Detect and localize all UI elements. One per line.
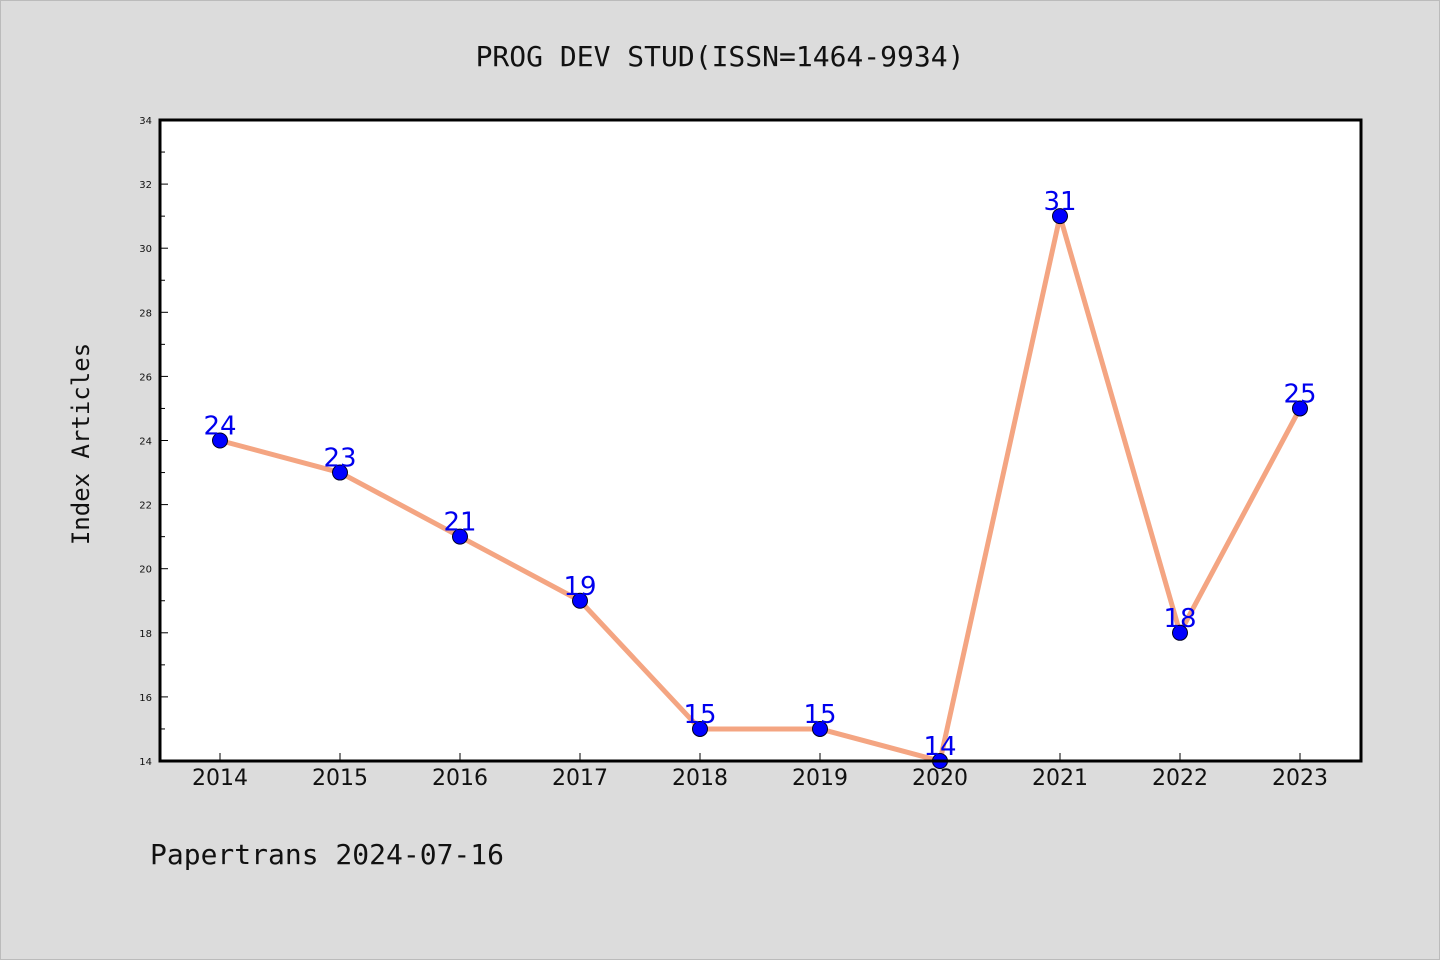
y-tick-label: 14 <box>139 757 152 768</box>
y-tick-label: 16 <box>139 693 152 704</box>
data-label: 21 <box>443 508 476 538</box>
data-label: 15 <box>803 700 836 730</box>
y-axis: 14 16 18 20 22 24 26 28 30 32 34 <box>139 116 168 768</box>
data-point <box>332 464 348 481</box>
y-tick-label: 30 <box>139 244 152 255</box>
x-tick-label: 2019 <box>792 766 848 791</box>
x-tick-label: 2022 <box>1152 766 1208 791</box>
data-point <box>1172 624 1188 641</box>
x-tick-label: 2020 <box>912 766 968 791</box>
chart-title: PROG DEV STUD(ISSN=1464-9934) <box>476 40 965 73</box>
data-point <box>572 592 588 609</box>
data-point <box>1052 208 1068 225</box>
x-tick-label: 2021 <box>1032 766 1088 791</box>
data-label: 24 <box>203 412 236 442</box>
plot-area <box>160 120 1361 761</box>
y-axis-label: Index Articles <box>67 343 95 545</box>
data-point <box>452 528 468 545</box>
y-tick-label: 34 <box>139 116 152 127</box>
data-point <box>1292 400 1308 417</box>
data-point <box>812 720 828 737</box>
y-tick-label: 18 <box>139 629 152 640</box>
data-label: 14 <box>923 732 956 762</box>
x-tick-label: 2014 <box>192 766 248 791</box>
x-tick-label: 2015 <box>312 766 368 791</box>
series-line <box>217 213 1303 764</box>
footer-text: Papertrans 2024-07-16 <box>150 838 504 871</box>
y-tick-label: 22 <box>139 501 152 512</box>
data-labels: 24 23 21 19 15 15 14 31 18 25 <box>203 187 1316 762</box>
x-tick-label: 2018 <box>672 766 728 791</box>
y-tick-label: 32 <box>139 180 152 191</box>
data-label: 31 <box>1043 187 1076 217</box>
y-tick-label: 28 <box>139 308 152 319</box>
y-tick-label: 20 <box>139 565 152 576</box>
data-label: 19 <box>563 572 596 602</box>
data-markers <box>212 208 1308 769</box>
x-tick-label: 2023 <box>1272 766 1328 791</box>
y-tick-label: 26 <box>139 372 152 383</box>
x-tick-label: 2017 <box>552 766 608 791</box>
data-label: 23 <box>323 444 356 474</box>
data-point <box>212 432 228 449</box>
x-axis: 2014 2015 2016 2017 2018 2019 2020 2021 2022 2023 <box>192 753 1328 791</box>
series-line-group <box>217 213 1303 764</box>
data-point <box>692 720 708 737</box>
data-label: 25 <box>1283 379 1316 409</box>
x-tick-label: 2016 <box>432 766 488 791</box>
plot-frame <box>158 118 1363 763</box>
data-label: 18 <box>1163 604 1196 634</box>
y-tick-label: 24 <box>139 437 152 448</box>
data-label: 15 <box>683 700 716 730</box>
